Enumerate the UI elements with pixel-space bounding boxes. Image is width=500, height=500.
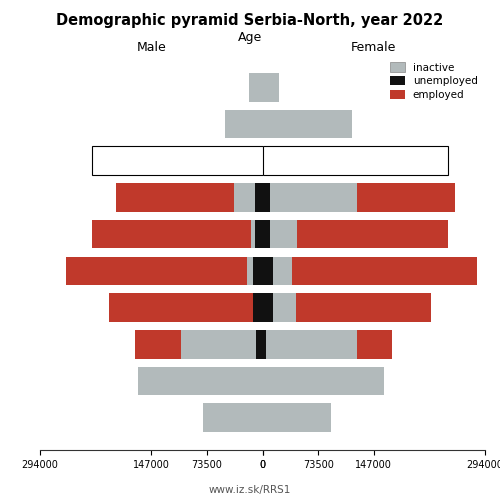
Bar [181,330,256,358]
Bar [252,294,262,322]
Bar [254,256,262,285]
Bar [270,183,357,212]
Bar [224,110,262,138]
Bar [256,330,262,358]
Bar [266,330,357,358]
Bar [262,110,352,138]
Text: Age: Age [238,30,262,44]
Text: www.iz.sk/RRS1: www.iz.sk/RRS1 [209,485,291,495]
Bar [136,330,181,358]
Bar [262,256,273,285]
Bar [262,73,279,102]
Bar [262,330,266,358]
Bar [92,220,251,248]
Bar [251,220,255,248]
Bar [92,146,262,175]
Title: Male: Male [136,41,166,54]
Bar [262,146,448,175]
Bar [66,256,248,285]
Bar [262,294,273,322]
Title: Female: Female [351,41,397,54]
Bar [357,330,392,358]
Bar [270,220,296,248]
Bar [109,294,253,322]
Bar [255,220,262,248]
Bar [249,73,262,102]
Bar [262,220,270,248]
Bar [116,183,234,212]
Bar [138,366,262,396]
Bar [292,256,478,285]
Bar [296,220,448,248]
Bar [248,256,254,285]
Bar [273,256,292,285]
Bar [262,366,384,396]
Bar [204,404,262,432]
Bar [255,183,262,212]
Text: Demographic pyramid Serbia-North, year 2022: Demographic pyramid Serbia-North, year 2… [56,12,444,28]
Bar [296,294,430,322]
Bar [262,183,270,212]
Legend: inactive, unemployed, employed: inactive, unemployed, employed [388,60,480,102]
Bar [273,294,296,322]
Bar [234,183,255,212]
Bar [357,183,456,212]
Bar [262,404,330,432]
